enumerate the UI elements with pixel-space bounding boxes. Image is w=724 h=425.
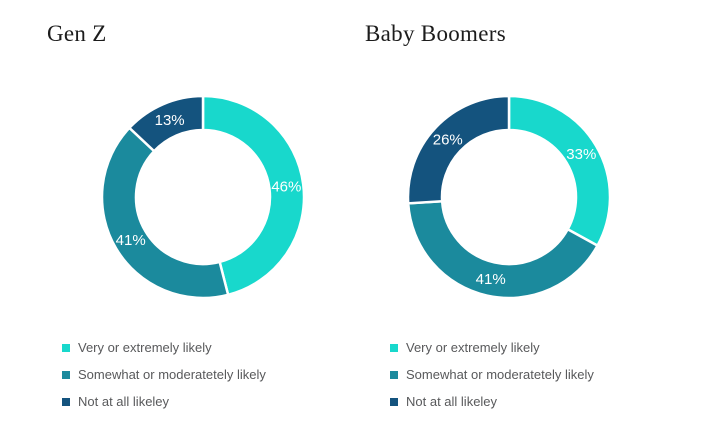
- legend-item: Not at all likeley: [390, 395, 594, 409]
- legend-label: Somewhat or moderatetely likely: [78, 367, 266, 382]
- legend-gen-z: Very or extremely likely Somewhat or mode…: [62, 341, 266, 422]
- legend-label: Not at all likeley: [406, 394, 498, 409]
- slice-data-label: 41%: [476, 271, 506, 288]
- donut-chart-baby-boomers: 33% 41% 26%: [406, 94, 612, 300]
- donut-segment: [201, 94, 306, 297]
- legend-item: Somewhat or moderatetely likely: [62, 368, 266, 382]
- slice-data-label: 46%: [271, 178, 301, 195]
- donut-segment: [406, 199, 600, 300]
- slice-data-label: 26%: [433, 131, 463, 148]
- donut-segment: [507, 94, 612, 248]
- legend-swatch-icon: [390, 344, 398, 352]
- legend-swatch-icon: [390, 398, 398, 406]
- donut-segment: [100, 126, 230, 300]
- slice-data-label: 41%: [116, 232, 146, 249]
- legend-label: Very or extremely likely: [78, 340, 212, 355]
- donut-segment: [127, 94, 205, 153]
- chart-title-baby-boomers: Baby Boomers: [365, 21, 506, 46]
- legend-swatch-icon: [62, 371, 70, 379]
- legend-label: Very or extremely likely: [406, 340, 540, 355]
- legend-swatch-icon: [62, 344, 70, 352]
- legend-item: Somewhat or moderatetely likely: [390, 368, 594, 382]
- legend-label: Not at all likeley: [78, 394, 170, 409]
- legend-swatch-icon: [390, 371, 398, 379]
- legend-item: Very or extremely likely: [390, 341, 594, 355]
- slice-data-label: 33%: [566, 146, 596, 163]
- legend-item: Very or extremely likely: [62, 341, 266, 355]
- donut-segment: [406, 94, 511, 205]
- legend-item: Not at all likeley: [62, 395, 266, 409]
- slice-data-label: 13%: [155, 112, 185, 129]
- legend-swatch-icon: [62, 398, 70, 406]
- legend-label: Somewhat or moderatetely likely: [406, 367, 594, 382]
- chart-title-gen-z: Gen Z: [47, 21, 107, 46]
- donut-chart-gen-z: 46% 41% 13%: [100, 94, 306, 300]
- legend-baby-boomers: Very or extremely likely Somewhat or mode…: [390, 341, 594, 422]
